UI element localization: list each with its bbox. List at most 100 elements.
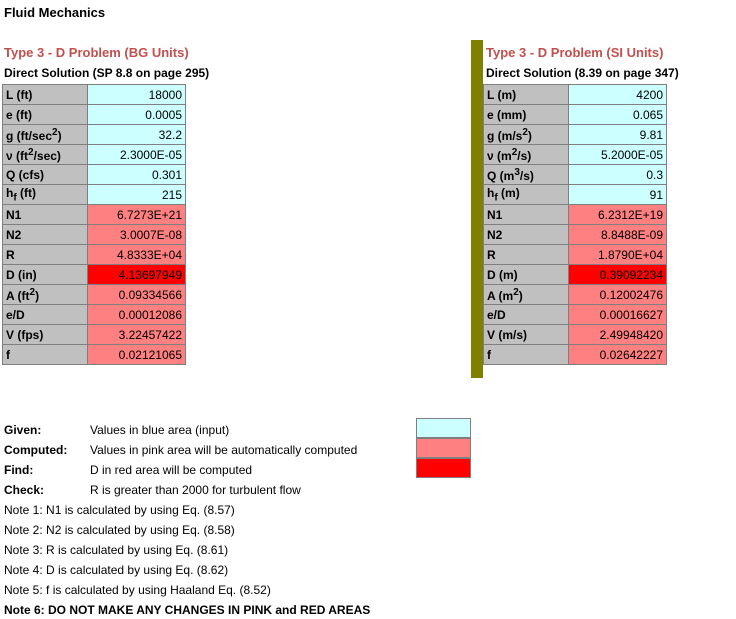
bg-row-value-input[interactable]: 0.301	[87, 164, 186, 185]
si-row-label[interactable]: e/D	[483, 304, 569, 325]
bg-row-value-input[interactable]: 215	[87, 184, 186, 205]
bg-row-value-computed[interactable]: 0.09334566	[87, 284, 186, 305]
si-row: N2 8.8488E-09	[483, 224, 667, 245]
si-row: L (m) 4200	[483, 84, 667, 105]
bg-row: Q (cfs) 0.301	[2, 164, 186, 185]
legend-find: Find: D in red area will be computed	[4, 463, 252, 477]
si-section-subheading: Direct Solution (8.39 on page 347)	[486, 66, 679, 80]
bg-row-value-input[interactable]: 0.0005	[87, 104, 186, 125]
si-row-value-input[interactable]: 4200	[568, 84, 667, 105]
si-row: g (m/s2) 9.81	[483, 124, 667, 145]
si-row-value-computed[interactable]: 2.49948420	[568, 324, 667, 345]
legend-computed-text: Values in pink area will be automaticall…	[90, 443, 358, 457]
bg-row-label[interactable]: D (in)	[2, 264, 88, 285]
bg-row: g (ft/sec2) 32.2	[2, 124, 186, 145]
legend-check-key: Check:	[4, 483, 45, 497]
si-row-label[interactable]: f	[483, 344, 569, 365]
si-row-value-computed[interactable]: 0.12002476	[568, 284, 667, 305]
bg-row-label[interactable]: Q (cfs)	[2, 164, 88, 185]
legend-swatch-find	[416, 458, 471, 478]
si-row: hf (m) 91	[483, 184, 667, 205]
si-row-value-input[interactable]: 9.81	[568, 124, 667, 145]
bg-row-value-input[interactable]: 32.2	[87, 124, 186, 145]
si-row-value-find[interactable]: 0.39092234	[568, 264, 667, 285]
bg-row-label[interactable]: g (ft/sec2)	[2, 124, 88, 145]
bg-row-value-computed[interactable]: 3.0007E-08	[87, 224, 186, 245]
bg-row: D (in) 4.13697949	[2, 264, 186, 285]
bg-row-label[interactable]: R	[2, 244, 88, 265]
si-row-label[interactable]: L (m)	[483, 84, 569, 105]
bg-row-value-computed[interactable]: 6.7273E+21	[87, 204, 186, 225]
legend-check-text: R is greater than 2000 for turbulent flo…	[90, 483, 301, 497]
si-row-value-input[interactable]: 5.2000E-05	[568, 144, 667, 165]
legend-computed: Computed: Values in pink area will be aut…	[4, 443, 357, 457]
note-4: Note 4: D is calculated by using Eq. (8.…	[4, 563, 229, 577]
bg-row-value-computed[interactable]: 0.00012086	[87, 304, 186, 325]
bg-row: e/D 0.00012086	[2, 304, 186, 325]
note-6: Note 6: DO NOT MAKE ANY CHANGES IN PINK …	[4, 603, 371, 617]
si-row-label[interactable]: N1	[483, 204, 569, 225]
bg-row-value-input[interactable]: 18000	[87, 84, 186, 105]
bg-row: L (ft) 18000	[2, 84, 186, 105]
legend-computed-key: Computed:	[4, 443, 68, 457]
si-row-label[interactable]: A (m2)	[483, 284, 569, 305]
si-row-value-input[interactable]: 91	[568, 184, 667, 205]
bg-row-label[interactable]: V (fps)	[2, 324, 88, 345]
si-row: V (m/s) 2.49948420	[483, 324, 667, 345]
si-row-value-computed[interactable]: 6.2312E+19	[568, 204, 667, 225]
si-row-label[interactable]: g (m/s2)	[483, 124, 569, 145]
bg-row: R 4.8333E+04	[2, 244, 186, 265]
si-row: Q (m3/s) 0.3	[483, 164, 667, 185]
legend-given-key: Given:	[4, 423, 42, 437]
si-row: e (mm) 0.065	[483, 104, 667, 125]
si-row-label[interactable]: V (m/s)	[483, 324, 569, 345]
bg-row-label[interactable]: e (ft)	[2, 104, 88, 125]
si-row-label[interactable]: hf (m)	[483, 184, 569, 205]
si-row-value-input[interactable]: 0.065	[568, 104, 667, 125]
bg-row-label[interactable]: L (ft)	[2, 84, 88, 105]
bg-row-value-find[interactable]: 4.13697949	[87, 264, 186, 285]
bg-row: A (ft2) 0.09334566	[2, 284, 186, 305]
bg-row-label[interactable]: N2	[2, 224, 88, 245]
bg-row-label[interactable]: ν (ft2/sec)	[2, 144, 88, 165]
si-row: ν (m2/s) 5.2000E-05	[483, 144, 667, 165]
bg-row: N1 6.7273E+21	[2, 204, 186, 225]
si-row-label[interactable]: N2	[483, 224, 569, 245]
bg-row: N2 3.0007E-08	[2, 224, 186, 245]
bg-row-value-computed[interactable]: 3.22457422	[87, 324, 186, 345]
si-row-label[interactable]: ν (m2/s)	[483, 144, 569, 165]
section-divider	[471, 40, 483, 378]
si-row: R 1.8790E+04	[483, 244, 667, 265]
si-row: D (m) 0.39092234	[483, 264, 667, 285]
bg-row-label[interactable]: hf (ft)	[2, 184, 88, 205]
si-row: N1 6.2312E+19	[483, 204, 667, 225]
bg-row-value-computed[interactable]: 0.02121065	[87, 344, 186, 365]
si-row-label[interactable]: e (mm)	[483, 104, 569, 125]
bg-section-heading: Type 3 - D Problem (BG Units)	[4, 45, 189, 60]
si-units-table: L (m) 4200 e (mm) 0.065 g (m/s2) 9.81 ν (m2/s)…	[483, 84, 667, 365]
legend-given-text: Values in blue area (input)	[90, 423, 230, 437]
si-row-value-computed[interactable]: 1.8790E+04	[568, 244, 667, 265]
si-row-label[interactable]: D (m)	[483, 264, 569, 285]
si-row-value-computed[interactable]: 8.8488E-09	[568, 224, 667, 245]
legend-find-key: Find:	[4, 463, 34, 477]
si-row: f 0.02642227	[483, 344, 667, 365]
si-row-value-input[interactable]: 0.3	[568, 164, 667, 185]
bg-row-label[interactable]: N1	[2, 204, 88, 225]
legend-given: Given: Values in blue area (input)	[4, 423, 229, 437]
si-row-value-computed[interactable]: 0.02642227	[568, 344, 667, 365]
note-1: Note 1: N1 is calculated by using Eq. (8…	[4, 503, 235, 517]
bg-row-value-input[interactable]: 2.3000E-05	[87, 144, 186, 165]
si-row: A (m2) 0.12002476	[483, 284, 667, 305]
legend-check: Check: R is greater than 2000 for turbule…	[4, 483, 301, 497]
bg-row-value-computed[interactable]: 4.8333E+04	[87, 244, 186, 265]
note-2: Note 2: N2 is calculated by using Eq. (8…	[4, 523, 235, 537]
bg-row-label[interactable]: e/D	[2, 304, 88, 325]
si-row-value-computed[interactable]: 0.00016627	[568, 304, 667, 325]
bg-row-label[interactable]: f	[2, 344, 88, 365]
bg-row-label[interactable]: A (ft2)	[2, 284, 88, 305]
bg-row: hf (ft) 215	[2, 184, 186, 205]
bg-row: ν (ft2/sec) 2.3000E-05	[2, 144, 186, 165]
si-row-label[interactable]: R	[483, 244, 569, 265]
si-row-label[interactable]: Q (m3/s)	[483, 164, 569, 185]
